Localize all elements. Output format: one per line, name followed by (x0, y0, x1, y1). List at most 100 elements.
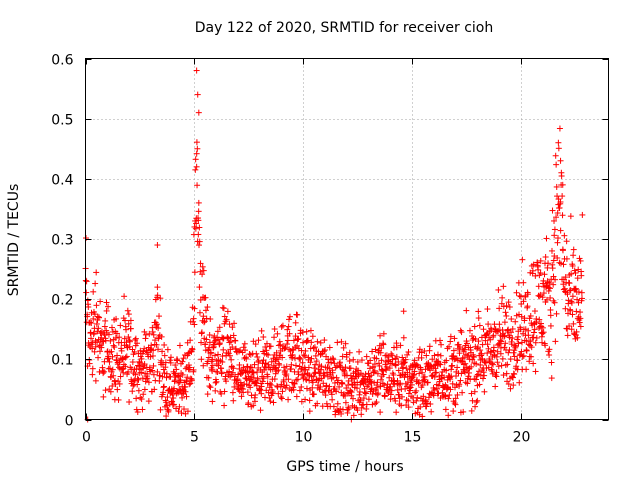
data-point (286, 313, 293, 320)
data-point (207, 384, 214, 391)
data-point (506, 334, 513, 341)
data-point (284, 337, 291, 344)
data-point (127, 325, 134, 332)
data-point (357, 397, 364, 404)
data-point (510, 349, 517, 356)
data-point (476, 322, 483, 329)
data-point (563, 255, 570, 262)
data-point (164, 394, 171, 401)
data-point (485, 321, 492, 328)
data-point (436, 360, 443, 367)
data-point (520, 352, 527, 359)
data-point (532, 272, 539, 279)
data-point (323, 400, 330, 407)
data-point (175, 373, 182, 380)
data-point (160, 384, 167, 391)
data-point (166, 357, 173, 364)
data-point (495, 286, 502, 293)
data-point (471, 323, 478, 330)
data-point (194, 182, 201, 189)
data-point (331, 360, 338, 367)
data-point (273, 349, 280, 356)
data-point (447, 386, 454, 393)
data-point (568, 299, 575, 306)
data-point (276, 361, 283, 368)
data-point (314, 400, 321, 407)
data-point (480, 326, 487, 333)
data-point (140, 348, 147, 355)
data-point (554, 235, 561, 242)
data-point (512, 318, 519, 325)
data-point (511, 371, 518, 378)
data-point (361, 389, 368, 396)
data-point (157, 295, 164, 302)
data-point (270, 399, 277, 406)
data-point (133, 366, 140, 373)
data-point (540, 329, 547, 336)
data-point (181, 406, 188, 413)
data-point (516, 379, 523, 386)
data-point (527, 338, 534, 345)
data-point (135, 376, 142, 383)
data-point (180, 355, 187, 362)
data-point (263, 340, 270, 347)
data-point (363, 353, 370, 360)
data-point (569, 262, 576, 269)
data-point (155, 325, 162, 332)
data-point (343, 385, 350, 392)
data-point (223, 378, 230, 385)
data-point (224, 308, 231, 315)
data-point (389, 356, 396, 363)
data-point (441, 374, 448, 381)
data-point (183, 378, 190, 385)
data-point (465, 365, 472, 372)
data-point (367, 378, 374, 385)
data-point (190, 318, 197, 325)
data-point (285, 323, 292, 330)
data-point (461, 369, 468, 376)
data-point (159, 373, 166, 380)
data-point (559, 247, 566, 254)
data-point (303, 328, 310, 335)
data-point (513, 289, 520, 296)
data-point (429, 356, 436, 363)
data-point (251, 398, 258, 405)
data-point (492, 372, 499, 379)
data-point (267, 398, 274, 405)
data-point (545, 260, 552, 267)
data-point (92, 280, 99, 287)
data-point (167, 359, 174, 366)
data-point (446, 392, 453, 399)
data-point (162, 364, 169, 371)
data-point (398, 402, 405, 409)
data-point (553, 161, 560, 168)
data-point (137, 394, 144, 401)
data-point (544, 264, 551, 271)
data-point (451, 335, 458, 342)
data-point (500, 372, 507, 379)
data-point (347, 388, 354, 395)
data-point (520, 279, 527, 286)
data-point (567, 287, 574, 294)
data-point (494, 348, 501, 355)
data-point (255, 357, 262, 364)
data-point (109, 353, 116, 360)
data-point (282, 367, 289, 374)
data-point (164, 346, 171, 353)
data-point (536, 316, 543, 323)
data-point (303, 338, 310, 345)
data-point (413, 387, 420, 394)
data-point (178, 410, 185, 417)
data-point (284, 341, 291, 348)
data-point (445, 343, 452, 350)
data-point (502, 362, 509, 369)
data-point (501, 319, 508, 326)
data-point (556, 204, 563, 211)
data-point (83, 289, 90, 296)
data-point (262, 343, 269, 350)
data-point (211, 341, 218, 348)
data-point (415, 379, 422, 386)
data-point (376, 362, 383, 369)
data-point (105, 303, 112, 310)
data-point (444, 385, 451, 392)
